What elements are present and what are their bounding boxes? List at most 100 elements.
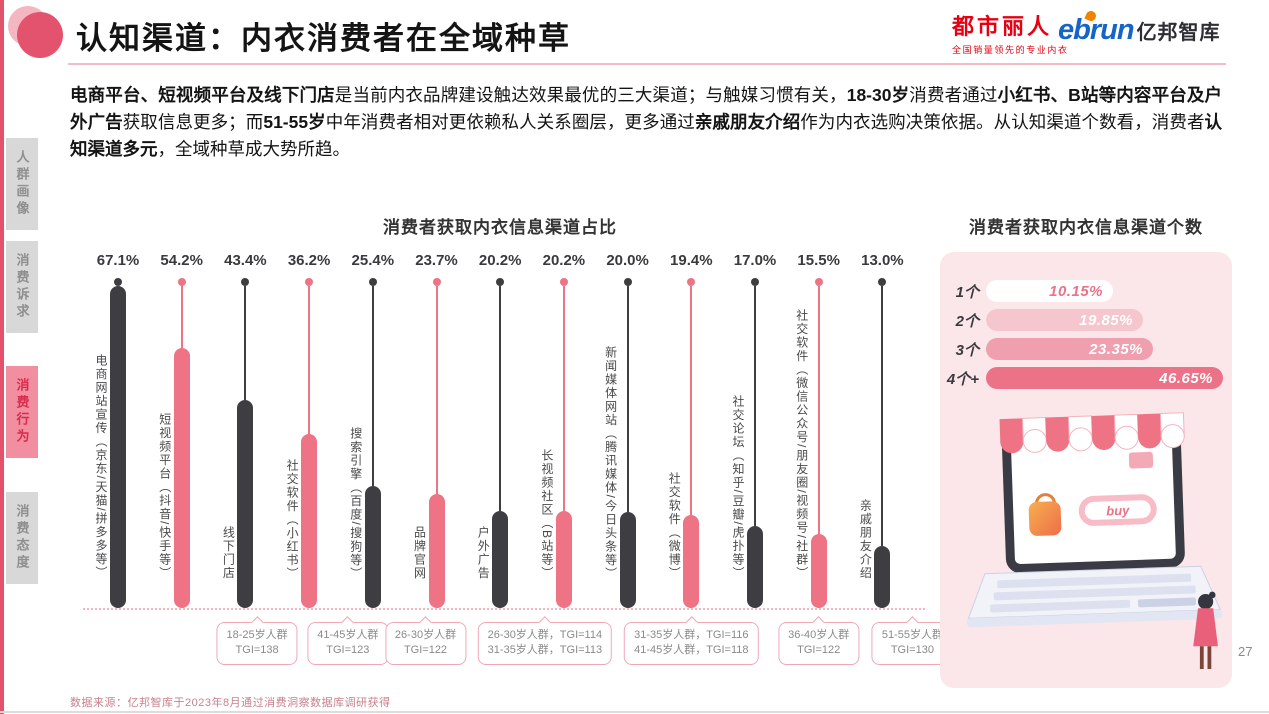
channel-count-value: 10.15% — [1049, 282, 1103, 300]
intro-text: 电商平台、短视频平台及线下门店是当前内衣品牌建设触达效果最优的三大渠道；与触媒习… — [70, 82, 1222, 163]
category-label: 长视频社区（B站等） — [539, 448, 554, 580]
channel-count-bar: 46.65% — [986, 367, 1223, 389]
lollipop-stem — [562, 286, 565, 511]
tgi-annotation-line: 31-35岁人群，TGI=116 — [634, 629, 749, 641]
tgi-annotation-line: TGI=122 — [797, 644, 841, 656]
source-note: 数据来源：亿邦智库于2023年8月通过消费洞察数据库调研获得 — [70, 697, 391, 709]
lollipop-dot — [368, 278, 377, 286]
tgi-annotation-line: TGI=123 — [326, 644, 370, 656]
tgi-annotation-line: 41-45岁人群，TGI=118 — [634, 644, 749, 656]
lollipop-bar — [428, 494, 445, 608]
buy-button-label: buy — [1106, 503, 1130, 519]
shopping-bag-icon — [1028, 493, 1062, 536]
channel-count-bar: 10.15% — [986, 280, 1113, 302]
intro-segment: 认知渠道多元 — [70, 112, 1223, 159]
intro-segment: 中年消费者相对更依赖私人关系圈层，更多通过 — [325, 112, 695, 132]
category-label: 电商网站宣传（京东/天猫/拼多多等） — [94, 354, 108, 580]
lollipop-dot — [559, 278, 568, 286]
tgi-annotation-line: TGI=138 — [235, 644, 279, 656]
lollipop-bar — [492, 511, 509, 608]
intro-segment: 小红书、B站等内容平台及户外广告 — [70, 85, 1223, 132]
bar-value-label: 36.2% — [287, 252, 331, 269]
tgi-annotation-line: 51-55岁人群 — [881, 629, 943, 641]
lollipop-dot — [751, 278, 759, 286]
tgi-annotation-line: 36-40岁人群 — [788, 629, 850, 641]
lollipop-stem — [881, 286, 884, 546]
lollipop-stem — [435, 286, 438, 494]
bar-value-label: 25.4% — [351, 252, 395, 269]
channel-count-bar: 19.85% — [986, 309, 1143, 331]
channel-count-category: 2个 — [955, 312, 979, 330]
category-label: 户外广告 — [476, 526, 491, 580]
lollipop-dot — [687, 278, 696, 286]
lollipop-bar — [364, 486, 381, 608]
laptop-keyboard — [966, 565, 1223, 628]
bar-value-label: 20.0% — [606, 252, 649, 269]
deco-circle-main — [17, 12, 63, 58]
sidebar-tab[interactable]: 人群画像 — [6, 138, 38, 230]
intro-segment: 亲戚朋友介绍 — [694, 112, 801, 132]
channel-count-value: 23.35% — [1089, 340, 1143, 358]
awning-icon — [999, 412, 1185, 454]
lollipop-stem — [626, 286, 629, 512]
intro-segment: 电商平台、短视频平台及线下门店 — [70, 85, 335, 105]
lollipop-chart: 67.1% 电商网站宣传（京东/天猫/拼多多等） 54.2% 短视频平台（抖音/快手等… — [75, 248, 953, 688]
category-label: 社交软件（小红书） — [285, 458, 300, 581]
lollipop-stem — [371, 286, 374, 486]
tgi-annotation: 18-25岁人群 TGI=138 — [216, 622, 298, 665]
tgi-annotation: 51-55岁人群 TGI=130 — [871, 622, 953, 665]
lollipop-stem — [754, 286, 756, 526]
lollipop-stem — [499, 286, 502, 511]
bar-value-label: 54.2% — [160, 252, 203, 269]
lollipop-bar — [237, 400, 254, 608]
lollipop-dot — [177, 278, 186, 286]
channel-count-row: 2个 19.85% — [940, 309, 1232, 331]
lollipop-dot — [241, 278, 250, 286]
brand-logo-ebrun: ebrun 亿邦智库 — [1058, 9, 1221, 47]
category-label: 社交论坛（知乎/豆瓣/虎扑等） — [731, 394, 745, 580]
sidebar-tab[interactable]: 消费态度 — [6, 492, 38, 584]
page-title: 认知渠道：内衣消费者在全域种草 — [76, 21, 571, 56]
tgi-annotation: 41-45岁人群 TGI=123 — [307, 622, 389, 665]
intro-segment: 是当前内衣品牌建设触达效果最优的三大渠道；与触媒习惯有关， — [334, 85, 847, 105]
lollipop-bar — [173, 348, 190, 608]
lollipop-stem — [244, 286, 247, 400]
channel-count-category: 3个 — [955, 341, 979, 359]
category-label: 新闻媒体网站（腾讯媒体/今日头条等） — [603, 345, 618, 580]
lollipop-dot — [623, 278, 632, 286]
lollipop-bar — [747, 526, 763, 608]
bottom-divider — [0, 711, 1269, 713]
lollipop-bar — [874, 546, 891, 608]
intro-segment: 消费者通过 — [909, 85, 998, 105]
channel-count-rows: 1个 10.15% 2个 19.85% 3个 23.35% 4个+ 46.65% — [940, 280, 1232, 396]
sidebar-tab[interactable]: 消费行为 — [6, 366, 38, 458]
buy-button: buy — [1078, 494, 1157, 526]
intro-segment: 51-55岁 — [263, 112, 326, 132]
category-label: 社交软件（微信公众号/朋友圈/视频号/社群） — [794, 308, 809, 580]
category-label: 亲戚朋友介绍 — [858, 499, 873, 580]
tgi-annotation: 26-30岁人群，TGI=114 31-35岁人群，TGI=113 — [477, 622, 613, 665]
tgi-annotation-line: 26-30岁人群 — [394, 629, 457, 641]
category-label: 社交软件（微博） — [667, 472, 682, 580]
brand-logo-dushilireng: 都市丽人 全国销量领先的专业内衣 — [952, 15, 1069, 56]
laptop-illustration: buy — [966, 412, 1223, 670]
tgi-annotation-line: 26-30岁人群，TGI=114 — [487, 629, 603, 641]
bar-value-label: 67.1% — [96, 252, 140, 269]
lollipop-dot — [114, 278, 122, 286]
channel-count-row: 1个 10.15% — [940, 280, 1232, 302]
main-chart-title: 消费者获取内衣信息渠道占比 — [383, 218, 617, 237]
bar-value-label: 20.2% — [478, 252, 522, 269]
tgi-annotation-line: TGI=122 — [403, 644, 448, 656]
person-figure — [1193, 591, 1218, 670]
channel-count-row: 3个 23.35% — [940, 338, 1232, 360]
lollipop-stem — [817, 286, 820, 534]
lollipop-stem — [690, 286, 693, 515]
lollipop-bar — [301, 434, 318, 608]
bar-value-label: 15.5% — [797, 252, 840, 269]
lollipop-bar — [683, 515, 700, 608]
channel-count-category: 1个 — [955, 283, 979, 301]
channel-count-category: 4个+ — [946, 370, 979, 388]
lollipop-dot — [432, 278, 441, 286]
tgi-annotation: 36-40岁人群 TGI=122 — [778, 622, 860, 665]
sidebar-tab[interactable]: 消费诉求 — [6, 241, 38, 333]
